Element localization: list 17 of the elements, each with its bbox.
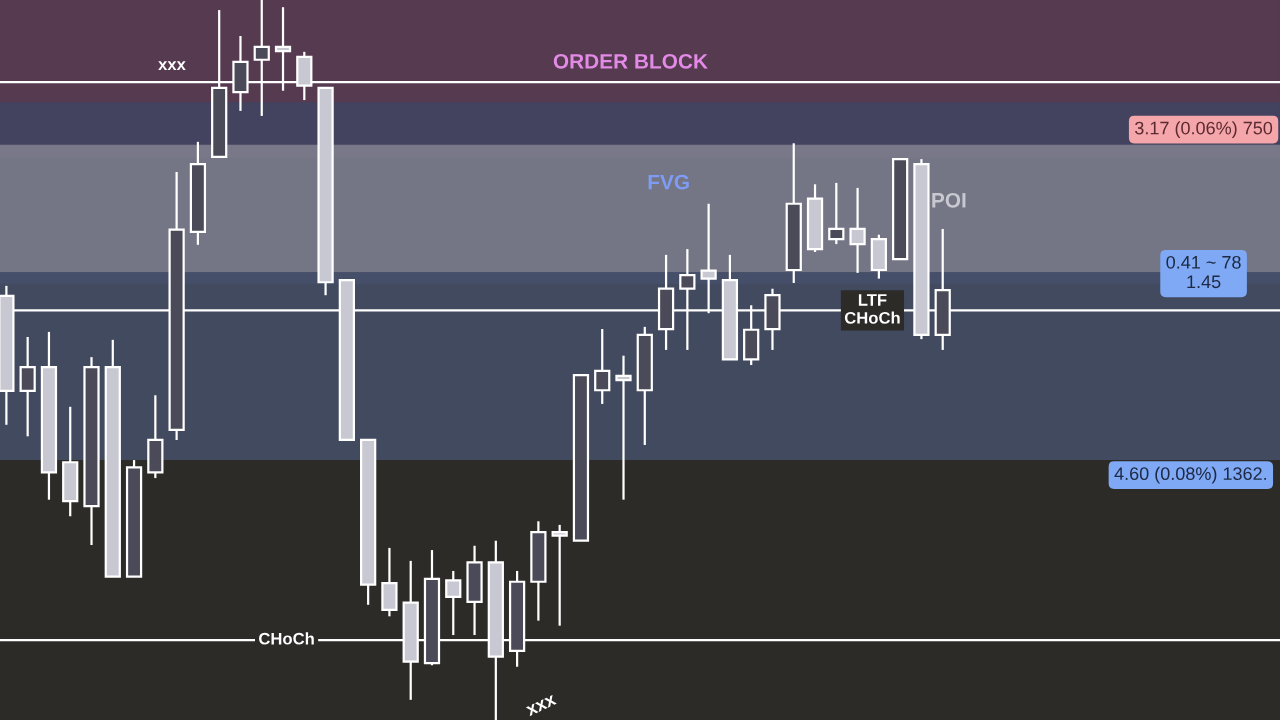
- candlestick: [828, 181, 845, 246]
- candlestick: [615, 354, 632, 501]
- text: 4.60 (0.08%) 1362.: [1114, 466, 1266, 484]
- band-label: FVG: [648, 174, 689, 190]
- ref-line-label: xxx: [158, 61, 186, 70]
- ref-line-label: LTF CHoCh: [844, 294, 900, 324]
- annotation: xxx: [525, 694, 557, 717]
- text: 0.41 ~ 78 1.45: [1166, 255, 1241, 289]
- candlestick: [594, 327, 611, 406]
- ref-line-label: CHoCh: [259, 632, 314, 645]
- candlestick: [19, 335, 36, 438]
- candlestick: [849, 186, 866, 274]
- band-label: ORDER BLOCK: [553, 53, 708, 69]
- candlestick: [551, 523, 568, 627]
- text: 3.17 (0.06%) 750: [1135, 121, 1273, 139]
- band-label: POI: [932, 192, 966, 208]
- candlestick: [445, 569, 462, 637]
